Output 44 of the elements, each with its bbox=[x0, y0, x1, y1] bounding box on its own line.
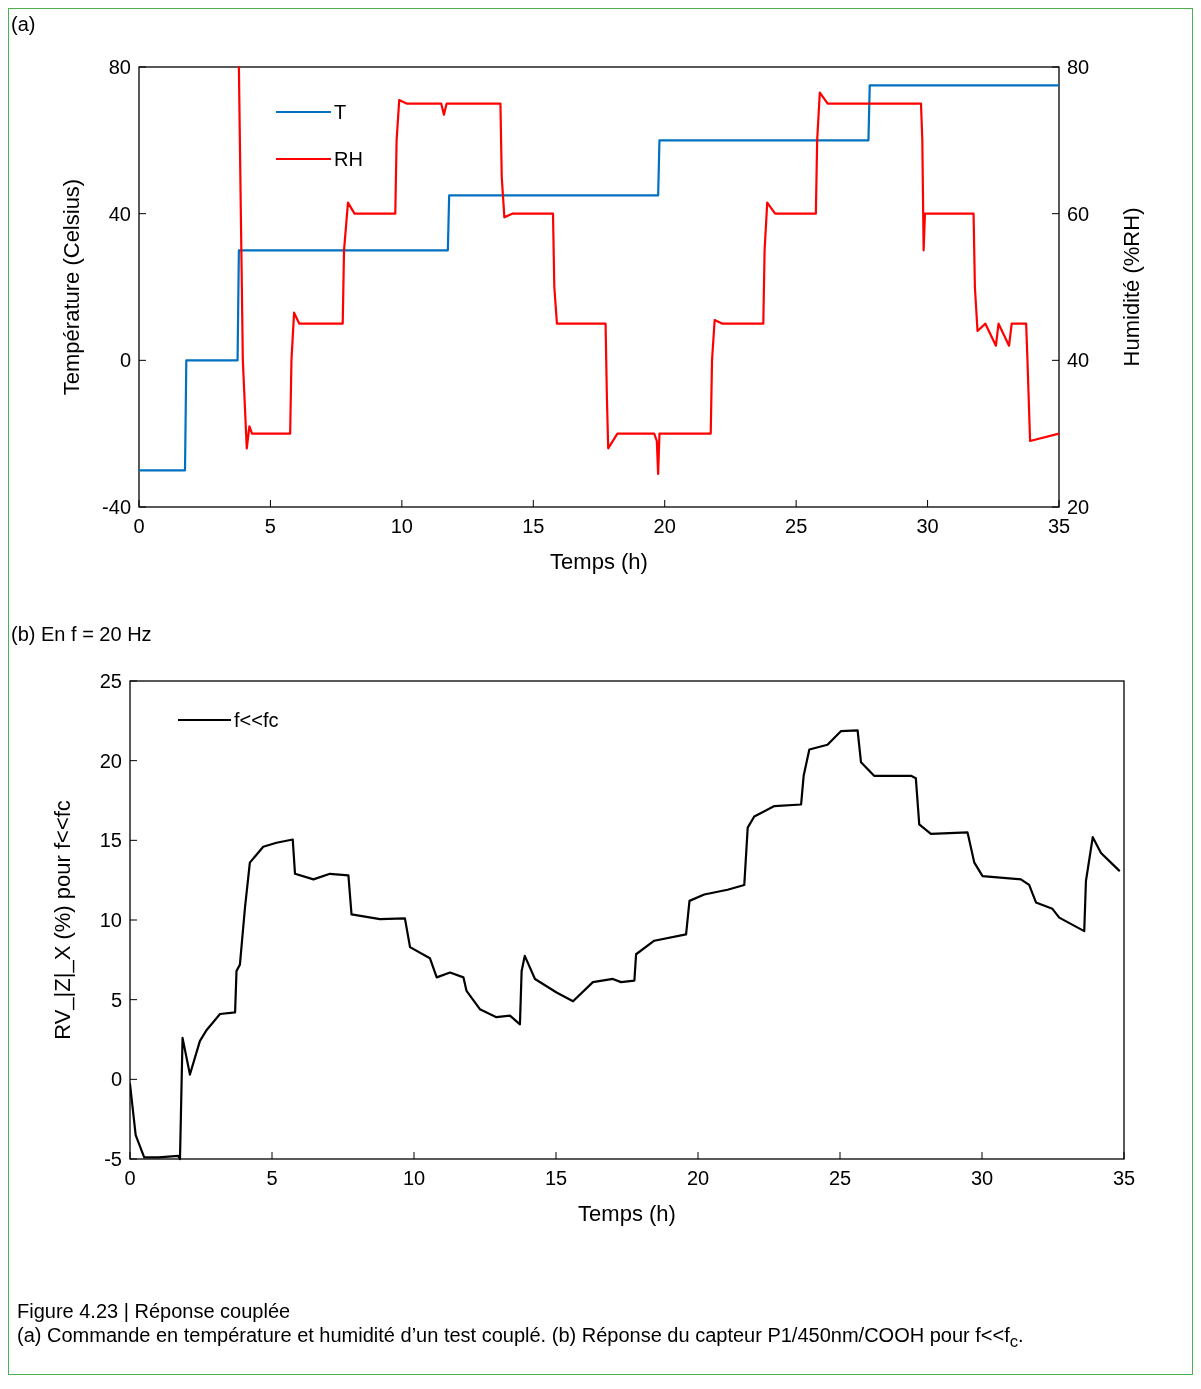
y-tick-label: 0 bbox=[119, 349, 131, 372]
x-tick-label: 30 bbox=[916, 515, 939, 537]
y2-tick-label: 20 bbox=[1067, 496, 1090, 518]
line-series bbox=[139, 84, 1059, 472]
x-axis-title: Temps (h) bbox=[578, 1201, 676, 1226]
x-tick-label: 10 bbox=[402, 1167, 426, 1189]
chart-title: (b) En f = 20 Hz bbox=[11, 623, 152, 645]
y-tick-label: 40 bbox=[108, 202, 131, 225]
y-tick-label: 20 bbox=[99, 749, 122, 772]
y2-tick-label: 60 bbox=[1067, 202, 1090, 225]
x-tick-label: 35 bbox=[1112, 1167, 1136, 1189]
caption: Figure 4.23 | Réponse couplée bbox=[16, 1299, 292, 1323]
y2-tick-label: 80 bbox=[1067, 56, 1090, 78]
x-tick-label: 5 bbox=[266, 1167, 278, 1189]
y-tick-label: -40 bbox=[102, 496, 131, 518]
y2-axis-title: Humidité (%RH) bbox=[1119, 207, 1144, 367]
x-tick-label: 15 bbox=[544, 1167, 568, 1189]
line-series bbox=[237, 65, 1059, 476]
x-tick-label: 20 bbox=[653, 515, 676, 537]
x-tick-label: 0 bbox=[133, 515, 145, 537]
x-tick-label: 25 bbox=[785, 515, 808, 537]
legend-label: f<<fc bbox=[234, 709, 279, 731]
legend-label: T bbox=[334, 101, 347, 123]
text: (a) Commande en température et humidité d’un test couplé. (b) Réponse du capteur P1/450nm/COOH pour f<<f$_{c}$. bbox=[16, 1323, 1025, 1353]
x-tick-label: 10 bbox=[390, 515, 413, 537]
y-tick-label: 0 bbox=[110, 1068, 122, 1091]
y-axis-title: Température (Celsius) bbox=[59, 178, 84, 396]
y-tick-label: 25 bbox=[99, 670, 122, 692]
x-tick-label: 5 bbox=[264, 515, 276, 537]
x-tick-label: 30 bbox=[970, 1167, 994, 1189]
x-axis-title: Temps (h) bbox=[550, 549, 648, 574]
legend-label: RH bbox=[334, 148, 363, 170]
y-axis-title: RV_|Z|_X (%) pour f<<fc bbox=[50, 800, 75, 1040]
y2-tick-label: 40 bbox=[1067, 349, 1090, 372]
y-tick-label: 10 bbox=[99, 909, 122, 931]
y-tick-label: 15 bbox=[99, 829, 122, 852]
x-tick-label: 25 bbox=[828, 1167, 852, 1189]
chart-title: (a) bbox=[11, 13, 36, 35]
x-tick-label: 35 bbox=[1047, 515, 1071, 537]
y-tick-label: -5 bbox=[104, 1148, 122, 1170]
y-tick-label: 5 bbox=[110, 988, 122, 1011]
x-tick-label: 15 bbox=[522, 515, 545, 537]
y-tick-label: 80 bbox=[108, 56, 131, 78]
x-tick-label: 20 bbox=[686, 1167, 710, 1189]
